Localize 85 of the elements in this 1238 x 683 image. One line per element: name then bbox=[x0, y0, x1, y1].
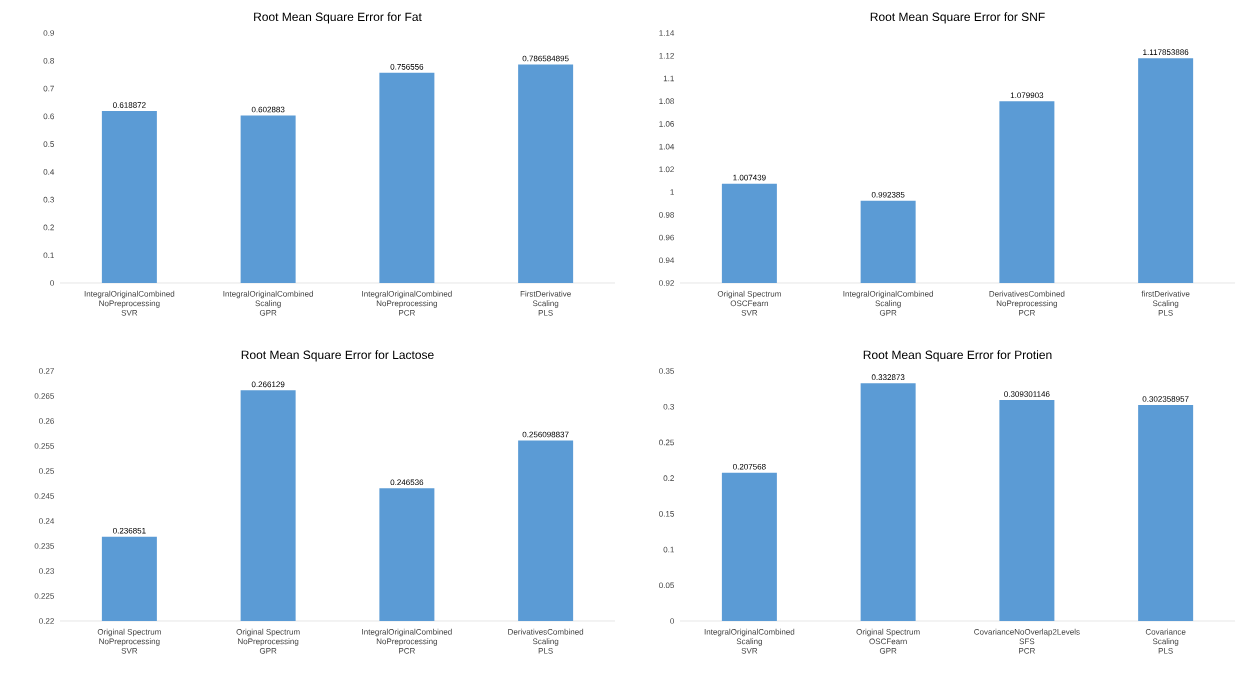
y-tick-label: 0.26 bbox=[39, 418, 54, 424]
y-tick-label: 1.08 bbox=[659, 98, 674, 105]
chart-title: Root Mean Square Error for Protien bbox=[863, 350, 1052, 362]
x-tick-label: Original Spectrum NoPreprocessing GPR bbox=[236, 628, 300, 654]
y-tick-label: 0.3 bbox=[43, 196, 54, 203]
y-tick-label: 0.94 bbox=[659, 257, 675, 264]
x-tick-label: CovarianceNoOverlap2Levels SFS PCR bbox=[974, 628, 1080, 654]
y-tick-label: 0.24 bbox=[39, 518, 55, 524]
x-tick-label: IntegralOriginalCombined Scaling GPR bbox=[843, 290, 933, 316]
chart-title: Root Mean Square Error for Lactose bbox=[241, 350, 434, 362]
data-label: 0.236851 bbox=[113, 527, 146, 534]
data-label: 1.007439 bbox=[733, 174, 766, 181]
y-tick-label: 1.04 bbox=[659, 143, 675, 150]
x-tick-label: IntegralOriginalCombined Scaling GPR bbox=[223, 290, 313, 316]
y-tick-label: 0.22 bbox=[39, 618, 54, 624]
y-tick-label: 0.23 bbox=[39, 568, 54, 574]
data-label: 0.309301146 bbox=[1004, 391, 1050, 397]
data-label: 0.207568 bbox=[733, 463, 766, 470]
y-tick-label: 0.235 bbox=[34, 543, 54, 549]
data-label: 0.618872 bbox=[113, 102, 146, 108]
y-tick-label: 0.92 bbox=[659, 280, 674, 286]
data-label: 0.256098837 bbox=[522, 431, 569, 438]
y-tick-label: 0.2 bbox=[43, 224, 54, 231]
data-label: 0.266129 bbox=[251, 381, 285, 388]
y-tick-label: 0 bbox=[670, 618, 675, 624]
y-tick-label: 0.25 bbox=[39, 468, 54, 474]
y-tick-label: 0.96 bbox=[659, 234, 674, 241]
bar bbox=[240, 115, 296, 283]
bar bbox=[1138, 405, 1194, 621]
y-tick-label: 0.255 bbox=[34, 443, 54, 449]
x-tick-label: IntegralOriginalCombined NoPreprocessing PCR bbox=[362, 290, 452, 316]
y-tick-label: 0.225 bbox=[34, 593, 54, 599]
y-tick-label: 1.14 bbox=[659, 30, 675, 36]
data-label: 0.992385 bbox=[871, 191, 905, 198]
y-tick-label: 0.245 bbox=[34, 493, 54, 499]
x-tick-label: Original Spectrum NoPreprocessing SVR bbox=[97, 628, 161, 654]
bar bbox=[860, 383, 916, 621]
y-tick-label: 0.35 bbox=[659, 368, 674, 374]
data-label: 1.117853886 bbox=[1143, 49, 1189, 55]
data-label: 1.079903 bbox=[1010, 92, 1044, 99]
y-tick-label: 0.27 bbox=[39, 368, 54, 374]
bar bbox=[721, 472, 777, 621]
bar bbox=[518, 64, 574, 283]
y-tick-label: 1.06 bbox=[659, 121, 674, 127]
data-label: 0.786584895 bbox=[522, 55, 569, 62]
y-tick-label: 0.1 bbox=[663, 546, 674, 553]
y-tick-label: 0.25 bbox=[659, 439, 674, 446]
y-tick-label: 0.1 bbox=[43, 252, 54, 259]
y-tick-label: 0.15 bbox=[659, 511, 674, 517]
x-tick-label: FirstDerivative Scaling PLS bbox=[520, 290, 571, 316]
chart-title: Root Mean Square Error for SNF bbox=[870, 12, 1045, 24]
data-label: 0.332873 bbox=[871, 374, 905, 381]
x-tick-label: firstDerivative Scaling PLS bbox=[1141, 290, 1190, 316]
y-tick-label: 0.7 bbox=[43, 85, 54, 92]
data-label: 0.602883 bbox=[251, 106, 285, 113]
y-tick-label: 0.3 bbox=[663, 403, 674, 410]
y-tick-label: 0.2 bbox=[663, 475, 674, 481]
y-tick-label: 1.1 bbox=[663, 75, 674, 82]
x-tick-label: DerivativesCombined NoPreprocessing PCR bbox=[989, 290, 1065, 316]
x-tick-label: IntegralOriginalCombined NoPreprocessing SVR bbox=[84, 290, 175, 316]
x-tick-label: Original Spectrum OSCFearn GPR bbox=[856, 628, 920, 654]
y-tick-label: 0 bbox=[50, 280, 55, 286]
bar bbox=[379, 72, 435, 283]
chart-title: Root Mean Square Error for Fat bbox=[254, 12, 422, 24]
y-tick-label: 1.12 bbox=[659, 52, 674, 59]
y-tick-label: 1.02 bbox=[659, 166, 674, 173]
x-tick-label: Covariance Scaling PLS bbox=[1145, 628, 1186, 654]
y-tick-label: 0.8 bbox=[43, 57, 54, 64]
y-tick-label: 0.265 bbox=[34, 393, 54, 399]
y-tick-label: 0.6 bbox=[43, 113, 54, 120]
y-tick-label: 1 bbox=[670, 189, 674, 195]
y-tick-label: 0.4 bbox=[43, 169, 55, 175]
data-label: 0.302358957 bbox=[1142, 396, 1189, 402]
bar bbox=[999, 400, 1055, 621]
x-tick-label: DerivativesCombined Scaling PLS bbox=[508, 628, 584, 654]
y-tick-label: 0.5 bbox=[43, 141, 54, 147]
data-label: 0.756556 bbox=[390, 63, 424, 70]
x-tick-label: Original Spectrum OSCFearn SVR bbox=[717, 290, 781, 316]
data-label: 0.246536 bbox=[390, 479, 424, 486]
y-tick-label: 0.98 bbox=[659, 211, 674, 218]
y-tick-label: 0.9 bbox=[43, 30, 54, 36]
x-tick-label: IntegralOriginalCombined NoPreprocessing PCR bbox=[362, 628, 452, 654]
y-tick-label: 0.05 bbox=[659, 582, 674, 589]
bar bbox=[101, 111, 157, 283]
x-tick-label: IntegralOriginalCombined Scaling SVR bbox=[704, 628, 795, 654]
